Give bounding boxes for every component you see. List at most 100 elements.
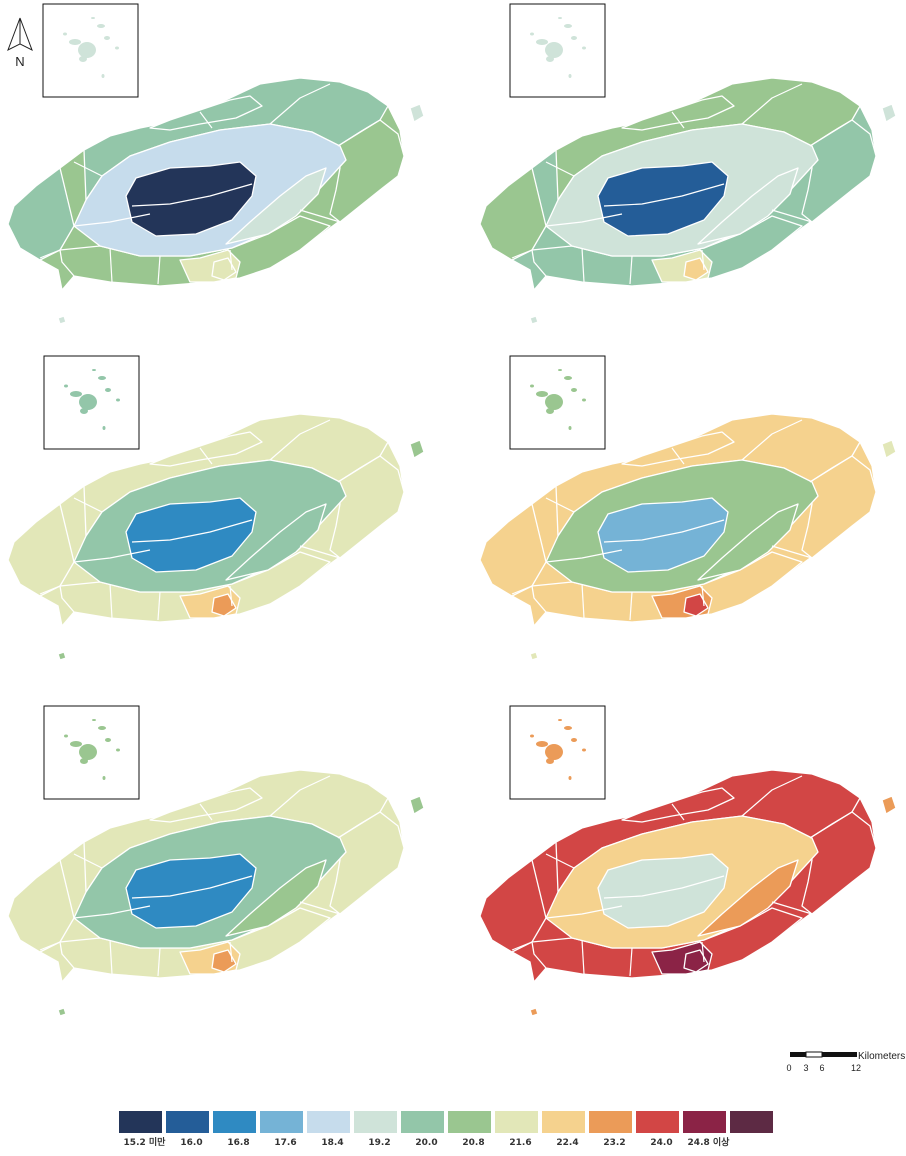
mid-east-zone	[697, 167, 799, 245]
district-boundary	[73, 853, 103, 869]
district-boundary	[545, 213, 623, 227]
legend-swatch	[354, 1111, 397, 1133]
district-boundary	[199, 111, 213, 129]
inset-island	[530, 734, 534, 738]
district-boundary	[545, 497, 575, 513]
legend-swatch	[495, 1111, 538, 1133]
inset-island	[545, 744, 563, 760]
inset-island	[546, 758, 554, 764]
district-boundary	[73, 161, 103, 177]
district-boundary	[39, 249, 61, 259]
south-coast-hot-zone	[683, 593, 709, 617]
inset-island	[97, 24, 105, 28]
inset-island	[101, 74, 105, 78]
north-coast-zone	[621, 95, 735, 131]
district-boundary	[809, 811, 853, 839]
inset-island	[102, 776, 106, 780]
mid-east-zone	[225, 859, 327, 937]
district-boundary	[157, 947, 161, 977]
inset-island	[79, 744, 97, 760]
legend-label: 17.6	[274, 1138, 296, 1148]
district-boundary	[511, 941, 533, 951]
district-boundary	[809, 119, 853, 147]
islet	[881, 439, 897, 459]
district-boundary	[671, 447, 685, 465]
legend-swatch	[636, 1111, 679, 1133]
legend-label: 22.4	[556, 1138, 578, 1148]
legend-label: 16.8	[227, 1138, 249, 1148]
inset-map	[509, 3, 606, 98]
legend-swatch	[213, 1111, 256, 1133]
map-panel	[7, 413, 425, 661]
district-boundary	[73, 905, 151, 919]
district-boundary	[671, 803, 685, 821]
district-boundary	[701, 941, 705, 963]
inset-island	[546, 56, 554, 62]
islet-small	[529, 315, 539, 325]
district-boundary	[545, 905, 623, 919]
summit-zone	[125, 853, 257, 929]
legend-label: 16.0	[180, 1138, 202, 1148]
scale-tick-6: 6	[819, 1063, 824, 1073]
district-boundary	[109, 247, 113, 283]
north-coast-zone	[149, 787, 263, 823]
district-boundary	[701, 585, 705, 607]
islet	[881, 103, 897, 123]
legend-label: 19.2	[368, 1138, 390, 1148]
legend-label: 15.2 미만	[124, 1136, 167, 1148]
district-boundary	[511, 585, 533, 595]
district-boundary	[771, 545, 841, 585]
islet-small	[57, 315, 67, 325]
north-coast-zone	[149, 431, 263, 467]
north-label: N	[15, 54, 24, 69]
islet	[409, 795, 425, 815]
inset-island	[63, 32, 67, 36]
inset-island	[564, 24, 572, 28]
inset-island	[79, 394, 97, 410]
district-boundary	[603, 875, 725, 899]
district-boundary	[741, 775, 803, 817]
inset-island	[115, 46, 119, 50]
district-boundary	[581, 247, 585, 283]
islet	[409, 439, 425, 459]
inset-island	[80, 758, 88, 764]
district-boundary	[629, 255, 633, 285]
district-boundary	[199, 803, 213, 821]
inset-map	[42, 3, 139, 98]
inset-island	[558, 719, 562, 721]
inset-island	[530, 32, 534, 36]
south-coast-hot-zone	[211, 949, 237, 973]
inset-island	[558, 369, 562, 371]
inset-island	[92, 719, 96, 721]
legend-label: 24.8 이상	[688, 1136, 731, 1148]
mid-east-zone	[697, 859, 799, 937]
inset-island	[568, 74, 572, 78]
inset-island	[582, 398, 586, 402]
district-boundary	[109, 583, 113, 619]
legend-swatch	[589, 1111, 632, 1133]
district-boundary	[545, 161, 575, 177]
inset-island	[91, 17, 95, 19]
district-boundary	[299, 545, 369, 585]
mid-east-zone	[225, 503, 327, 581]
inset-island	[582, 46, 586, 50]
inset-map	[509, 705, 606, 800]
inset-island	[568, 776, 572, 780]
legend: 15.2 미만 16.0 16.8 17.6 18.4 19.2 20.0 20.8 21.6 2…	[119, 1111, 773, 1148]
district-boundary	[229, 941, 233, 963]
map-panel	[479, 769, 897, 1017]
legend-swatch	[401, 1111, 444, 1133]
district-boundary	[131, 875, 253, 899]
district-boundary	[701, 249, 705, 271]
map-panel	[479, 413, 897, 661]
district-boundary	[581, 939, 585, 975]
district-boundary	[603, 183, 725, 207]
inset-island	[105, 388, 111, 392]
district-boundary	[269, 419, 331, 461]
mid-east-zone	[697, 503, 799, 581]
district-boundary	[131, 519, 253, 543]
summit-zone	[125, 161, 257, 237]
inset-island	[546, 408, 554, 414]
district-boundary	[741, 83, 803, 125]
summit-zone	[597, 497, 729, 573]
